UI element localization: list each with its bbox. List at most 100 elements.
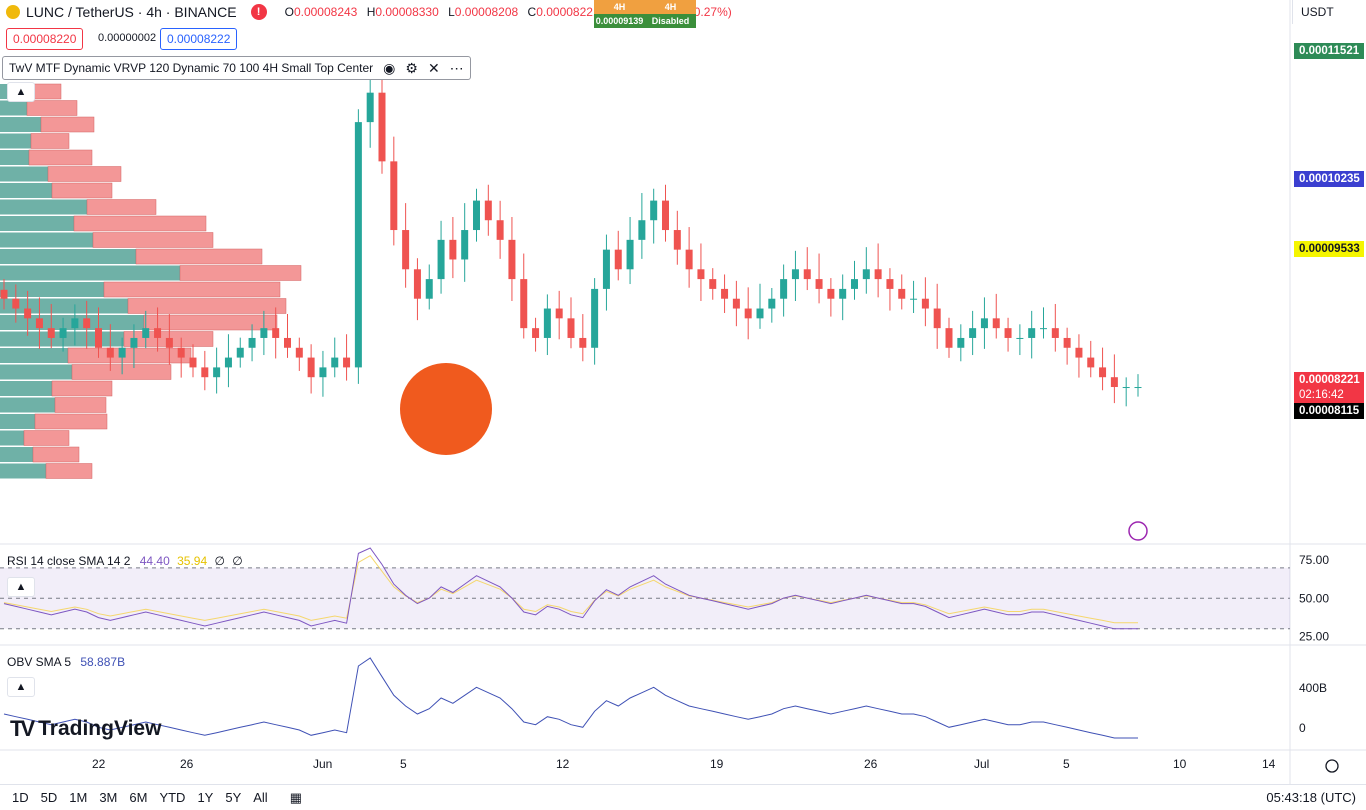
- rsi-title: RSI 14 close SMA 14 2: [7, 554, 131, 568]
- mtf-poc-value: 0.00009139: [594, 14, 645, 28]
- candle-body: [851, 279, 858, 289]
- candle-body: [992, 318, 1000, 329]
- vp-bar-down: [71, 364, 172, 380]
- more-icon[interactable]: ⋯: [449, 59, 464, 76]
- symbol-title[interactable]: LUNC / TetherUS · 4h · BINANCE: [26, 4, 237, 20]
- calendar-icon[interactable]: ▦: [289, 789, 302, 805]
- tf-1y[interactable]: 1Y: [197, 790, 214, 805]
- candle-body: [697, 269, 705, 280]
- tf-5y[interactable]: 5Y: [225, 790, 242, 805]
- vp-bar-up: [0, 133, 31, 149]
- watermark-icon: [400, 363, 492, 455]
- vp-bar-up: [0, 447, 33, 462]
- candle-body: [780, 279, 788, 299]
- obv-tick-label: 0: [1299, 721, 1306, 735]
- candle-body: [1134, 387, 1142, 389]
- candle-body: [520, 279, 528, 329]
- vp-bar-down: [45, 463, 93, 479]
- tf-5d[interactable]: 5D: [40, 790, 58, 805]
- vp-bar-down: [92, 232, 214, 248]
- candle-body: [543, 308, 551, 338]
- time-tick-label: 19: [710, 757, 724, 771]
- time-tick-label: 5: [1063, 757, 1070, 771]
- candle-body: [307, 357, 315, 378]
- candle-body: [874, 269, 882, 280]
- candle-body: [768, 298, 776, 309]
- time-tick-label: 26: [864, 757, 878, 771]
- tf-6m[interactable]: 6M: [129, 790, 148, 805]
- currency-selector[interactable]: USDT: [1292, 0, 1366, 24]
- current-price-tag: 0.00008221: [1294, 372, 1364, 388]
- candle-body: [461, 230, 469, 260]
- tf-1d[interactable]: 1D: [12, 790, 29, 805]
- eye-icon[interactable]: ◉: [383, 59, 396, 76]
- obv-collapse-button[interactable]: ▲: [7, 677, 35, 697]
- bid-price-box[interactable]: 0.00008220: [6, 28, 84, 50]
- candle-body: [638, 220, 646, 240]
- vp-bar-down: [67, 347, 192, 364]
- close-icon[interactable]: ✕: [427, 59, 440, 76]
- vp-bar-down: [179, 265, 302, 281]
- vp-bar-up: [0, 150, 29, 165]
- candle-body: [224, 357, 232, 368]
- candle-body: [71, 318, 79, 329]
- candle-body: [59, 328, 67, 338]
- candle-body: [413, 269, 421, 299]
- candle-body: [1051, 328, 1059, 338]
- gear-icon[interactable]: ⚙: [405, 59, 418, 76]
- candle-body: [756, 308, 764, 319]
- vp-bar-up: [0, 397, 55, 413]
- coin-icon: [6, 5, 20, 19]
- vp-bar-down: [73, 215, 207, 232]
- candle-body: [260, 328, 268, 338]
- vp-bar-down: [32, 446, 80, 463]
- tv-mark-icon: TV: [10, 716, 35, 741]
- tf-1m[interactable]: 1M: [69, 790, 88, 805]
- alert-icon[interactable]: !: [250, 4, 267, 20]
- mtf-status: Disabled: [645, 14, 696, 28]
- tf-all[interactable]: All: [253, 790, 268, 805]
- candle-body: [189, 357, 197, 368]
- vp-bar-down: [103, 281, 281, 298]
- candle-body: [402, 230, 410, 270]
- rsi-line: [3, 547, 1138, 630]
- candle-body: [165, 337, 173, 348]
- rsi-tick-label: 50.00: [1299, 591, 1329, 605]
- lightning-icon: [1128, 521, 1148, 541]
- obv-value: 58.887B: [80, 655, 126, 669]
- tradingview-logo: TV TradingView: [10, 716, 161, 742]
- indicator-legend[interactable]: TwV MTF Dynamic VRVP 120 Dynamic 70 100 …: [2, 56, 471, 80]
- candle-body: [1040, 328, 1047, 330]
- rsi-collapse-button[interactable]: ▲: [7, 577, 35, 597]
- candle-body: [331, 357, 339, 368]
- candle-body: [685, 249, 693, 270]
- mtf-tf-label-2: 4H: [645, 0, 696, 14]
- utc-clock[interactable]: 05:43:18 (UTC): [1266, 790, 1356, 805]
- candle-body: [579, 337, 587, 348]
- level-tag-blue: 0.00010235: [1294, 171, 1364, 187]
- vp-bar-up: [0, 282, 104, 297]
- candle-body: [83, 318, 91, 329]
- tf-3m[interactable]: 3M: [99, 790, 118, 805]
- candle-body: [484, 200, 492, 221]
- tf-ytd[interactable]: YTD: [159, 790, 186, 805]
- vp-bar-up: [0, 100, 27, 116]
- countdown-tag: 02:16:42: [1294, 387, 1364, 403]
- main-collapse-button[interactable]: ▲: [7, 82, 35, 102]
- candle-body: [839, 288, 847, 299]
- candle-body: [1110, 377, 1118, 388]
- candle-body: [47, 328, 55, 338]
- rsi-tick-label: 25.00: [1299, 629, 1329, 643]
- candle-body: [803, 269, 811, 280]
- candle-body: [295, 347, 303, 358]
- time-tick-label: Jun: [313, 757, 332, 771]
- candle-body: [744, 308, 752, 319]
- spread-value: 0.00000002: [98, 32, 157, 44]
- candle-body: [142, 328, 150, 338]
- candle-body: [106, 347, 114, 358]
- ask-price-box[interactable]: 0.00008222: [160, 28, 238, 50]
- candle-body: [969, 328, 977, 338]
- vp-bar-down: [51, 182, 113, 199]
- vp-bar-up: [0, 249, 136, 264]
